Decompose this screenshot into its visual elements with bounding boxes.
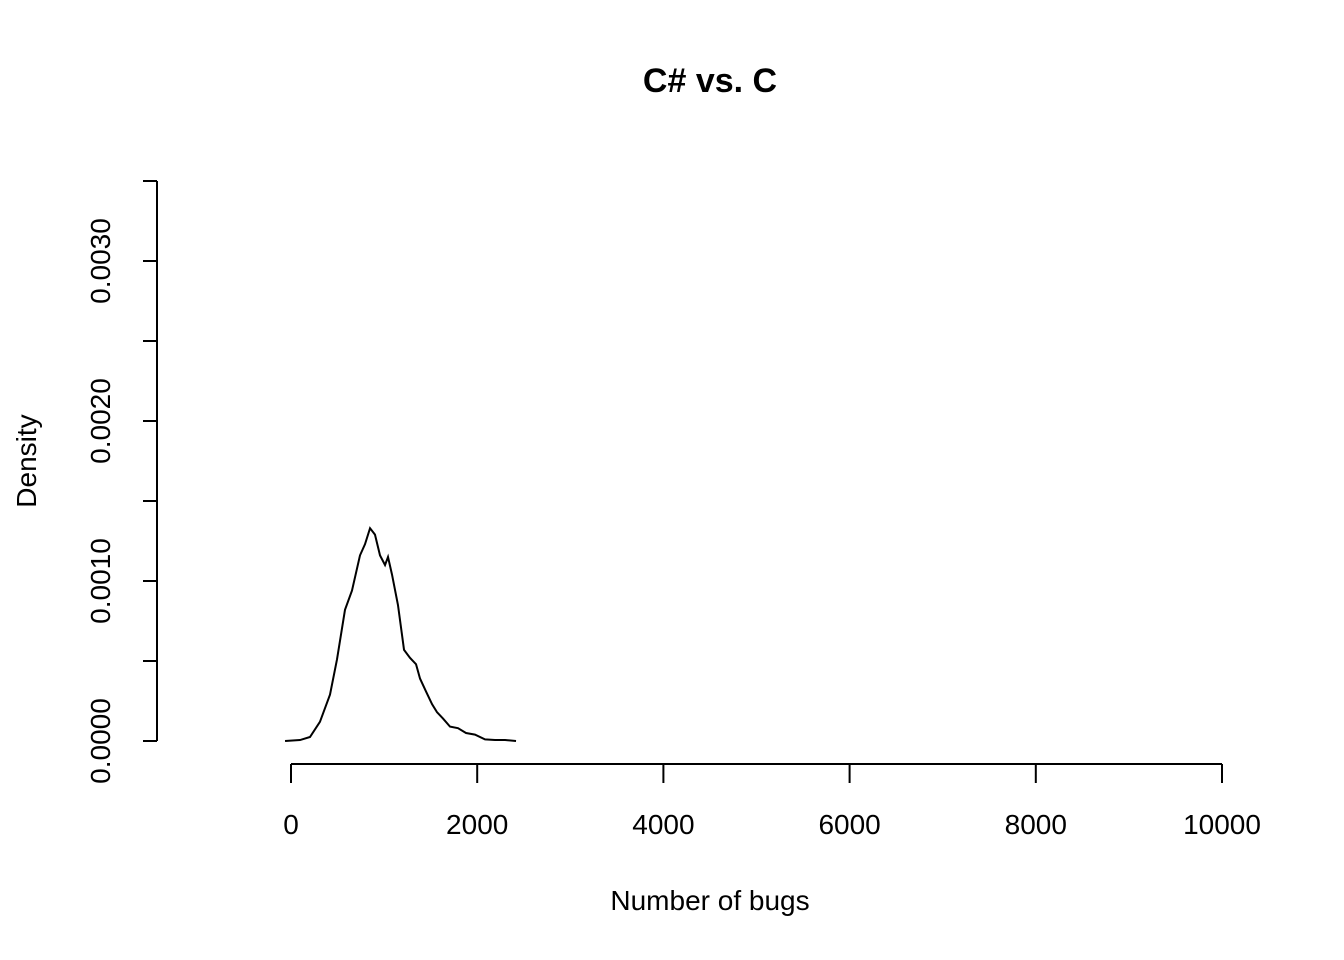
x-tick-label: 8000 <box>1005 809 1067 840</box>
density-line <box>284 526 517 742</box>
x-axis-label: Number of bugs <box>610 885 809 916</box>
x-tick-label: 0 <box>283 809 299 840</box>
x-tick-label: 10000 <box>1183 809 1261 840</box>
x-tick-label: 6000 <box>818 809 880 840</box>
x-tick-label: 4000 <box>632 809 694 840</box>
y-tick-label: 0.0020 <box>85 378 116 464</box>
chart-title: C# vs. C <box>643 62 777 100</box>
y-tick-label: 0.0010 <box>85 538 116 624</box>
y-tick-label: 0.0000 <box>85 698 116 784</box>
x-tick-label: 2000 <box>446 809 508 840</box>
y-tick-label: 0.0030 <box>85 218 116 304</box>
y-axis-label: Density <box>11 414 42 507</box>
